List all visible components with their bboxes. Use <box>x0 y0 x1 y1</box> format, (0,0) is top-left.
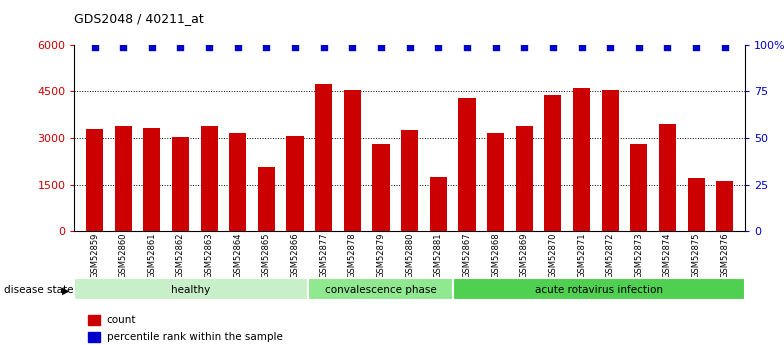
Bar <box>74 278 307 300</box>
Bar <box>86 129 103 231</box>
Point <box>604 44 616 49</box>
Point <box>289 44 301 49</box>
Point <box>489 44 502 49</box>
Point <box>260 44 273 49</box>
Point <box>318 44 330 49</box>
Bar <box>286 136 303 231</box>
Point <box>518 44 531 49</box>
Bar <box>487 133 504 231</box>
Point <box>203 44 216 49</box>
Text: GDS2048 / 40211_at: GDS2048 / 40211_at <box>74 12 204 25</box>
Point <box>633 44 645 49</box>
Point <box>546 44 559 49</box>
Bar <box>343 90 361 231</box>
Text: count: count <box>107 315 136 325</box>
Point <box>346 44 358 49</box>
Point <box>117 44 129 49</box>
Bar <box>573 88 590 231</box>
Bar <box>544 95 561 231</box>
Point <box>575 44 588 49</box>
Text: percentile rank within the sample: percentile rank within the sample <box>107 332 282 342</box>
Text: ▶: ▶ <box>61 286 69 295</box>
Point <box>146 44 158 49</box>
Bar <box>459 98 476 231</box>
Text: acute rotavirus infection: acute rotavirus infection <box>535 285 663 295</box>
Bar <box>401 130 418 231</box>
Point <box>375 44 387 49</box>
Text: healthy: healthy <box>172 285 211 295</box>
Point <box>718 44 731 49</box>
Bar <box>688 178 705 231</box>
Point <box>89 44 101 49</box>
Bar <box>372 144 390 231</box>
Point <box>661 44 673 49</box>
Bar <box>201 126 218 231</box>
Bar <box>453 278 745 300</box>
Point <box>403 44 416 49</box>
Bar <box>430 177 447 231</box>
Point <box>432 44 445 49</box>
Bar <box>307 278 453 300</box>
Point <box>461 44 474 49</box>
Bar <box>88 332 100 342</box>
Bar <box>516 126 533 231</box>
Point <box>690 44 702 49</box>
Bar <box>114 126 132 231</box>
Bar <box>315 83 332 231</box>
Bar <box>88 315 100 325</box>
Bar <box>172 137 189 231</box>
Bar <box>258 168 275 231</box>
Bar <box>143 128 161 231</box>
Bar <box>229 133 246 231</box>
Point <box>231 44 244 49</box>
Bar <box>601 90 619 231</box>
Bar <box>716 181 733 231</box>
Text: disease state: disease state <box>4 286 74 295</box>
Point <box>174 44 187 49</box>
Text: convalescence phase: convalescence phase <box>325 285 437 295</box>
Bar <box>630 144 648 231</box>
Bar <box>659 124 676 231</box>
